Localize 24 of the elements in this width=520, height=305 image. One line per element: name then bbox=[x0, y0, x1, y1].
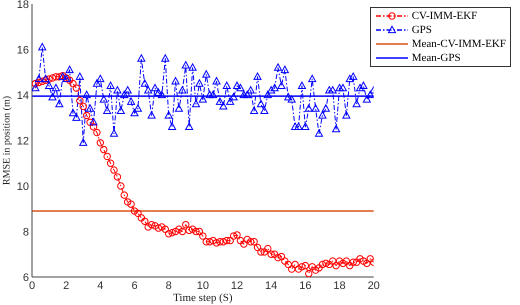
x-tick-label: 8 bbox=[166, 280, 172, 292]
legend-label: Mean-GPS bbox=[412, 51, 461, 65]
y-tick-label: 8 bbox=[22, 226, 29, 238]
y-tick-label: 6 bbox=[22, 272, 29, 284]
y-tick-label: 18 bbox=[16, 0, 29, 11]
y-tick-label: 10 bbox=[16, 180, 29, 193]
y-axis-title: RMSE in position (m) bbox=[2, 96, 13, 186]
x-tick-label: 20 bbox=[368, 280, 380, 292]
legend-label: CV-IMM-EKF bbox=[412, 9, 478, 23]
x-tick-label: 6 bbox=[131, 280, 138, 292]
x-tick-label: 16 bbox=[299, 280, 312, 292]
legend-label: GPS bbox=[412, 23, 432, 37]
legend-label: Mean-CV-IMM-EKF bbox=[412, 37, 506, 51]
x-tick-label: 0 bbox=[28, 280, 36, 292]
x-tick-label: 18 bbox=[333, 280, 346, 292]
y-tick-label: 12 bbox=[16, 135, 29, 148]
x-tick-label: 4 bbox=[97, 280, 104, 292]
x-tick-label: 12 bbox=[230, 280, 244, 292]
y-tick-label: 16 bbox=[16, 44, 29, 56]
x-tick-label: 14 bbox=[265, 280, 278, 292]
x-tick-label: 2 bbox=[63, 280, 70, 292]
x-tick-label: 10 bbox=[196, 280, 209, 292]
x-axis-title: Time step (S) bbox=[173, 292, 233, 304]
y-tick-label: 14 bbox=[16, 90, 29, 102]
